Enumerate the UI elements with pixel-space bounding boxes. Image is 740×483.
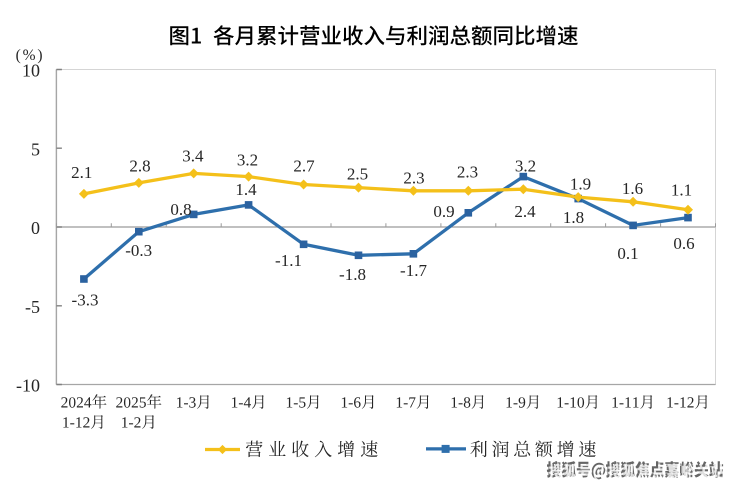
- svg-text:1.1: 1.1: [671, 180, 692, 199]
- svg-text:-1.8: -1.8: [339, 265, 366, 284]
- svg-text:2.3: 2.3: [403, 168, 424, 187]
- svg-text:2.3: 2.3: [457, 162, 478, 181]
- svg-text:10: 10: [22, 61, 40, 81]
- svg-text:0.8: 0.8: [170, 200, 191, 219]
- svg-text:-1.1: -1.1: [275, 251, 302, 270]
- svg-text:(%): (%): [16, 47, 45, 64]
- svg-text:0: 0: [31, 218, 40, 238]
- svg-text:2.7: 2.7: [293, 157, 315, 176]
- svg-text:-5: -5: [25, 297, 40, 317]
- svg-text:3.2: 3.2: [237, 151, 258, 170]
- svg-text:-3.3: -3.3: [72, 291, 99, 310]
- svg-text:2.1: 2.1: [71, 163, 92, 182]
- svg-text:2.5: 2.5: [347, 164, 368, 183]
- svg-text:-0.3: -0.3: [125, 241, 152, 260]
- svg-text:1.9: 1.9: [570, 175, 591, 194]
- svg-text:2.8: 2.8: [129, 157, 150, 176]
- svg-text:5: 5: [31, 139, 40, 159]
- svg-text:1.8: 1.8: [563, 208, 584, 227]
- svg-text:-1.7: -1.7: [400, 261, 427, 280]
- svg-text:1.6: 1.6: [622, 179, 643, 198]
- svg-text:0.1: 0.1: [617, 244, 638, 263]
- svg-text:3.4: 3.4: [182, 147, 204, 166]
- svg-text:0.6: 0.6: [673, 234, 694, 253]
- svg-text:1.4: 1.4: [235, 180, 257, 199]
- svg-text:2.4: 2.4: [514, 202, 536, 221]
- svg-text:0.9: 0.9: [433, 202, 454, 221]
- svg-text:-10: -10: [16, 376, 40, 396]
- svg-text:3.2: 3.2: [515, 157, 536, 176]
